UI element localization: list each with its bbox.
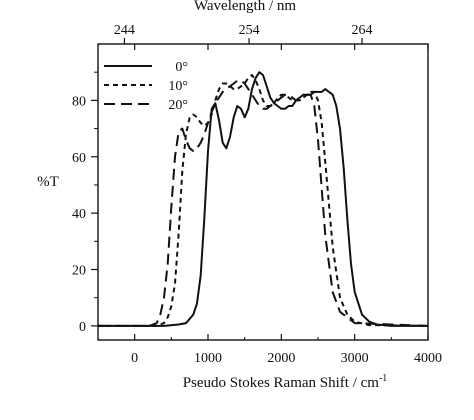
top-tick-label: 244 xyxy=(114,23,135,38)
series-line-3 xyxy=(98,79,429,327)
legend-label: 10° xyxy=(168,79,188,94)
y-tick-label: 40 xyxy=(72,207,86,222)
legend: 0° 10° 20° xyxy=(104,60,188,113)
top-tick-label: 264 xyxy=(352,23,373,38)
series-line-2 xyxy=(98,74,429,327)
y-tick-label: 80 xyxy=(72,94,86,109)
x-tick-label: 4000 xyxy=(414,351,442,366)
x-tick-label: 1000 xyxy=(194,351,222,366)
x-axis-title-superscript: -1 xyxy=(379,373,387,384)
x-tick-label: 3000 xyxy=(341,351,369,366)
x-axis-title: Pseudo Stokes Raman Shift / cm-1 xyxy=(183,373,388,391)
x-tick-label: 0 xyxy=(131,351,138,366)
plot-frame xyxy=(97,43,429,341)
x-axis-title-text: Pseudo Stokes Raman Shift / cm xyxy=(183,375,380,391)
top-axis-title: Wavelength / nm xyxy=(194,0,296,14)
y-tick-label: 0 xyxy=(79,320,86,335)
y-tick-label: 60 xyxy=(72,151,86,166)
top-tick-label: 254 xyxy=(239,23,260,38)
x-tick-label: 2000 xyxy=(267,351,295,366)
y-tick-label: 20 xyxy=(72,264,86,279)
series-line-1 xyxy=(98,71,428,327)
legend-label: 20° xyxy=(168,98,188,113)
y-axis-title: %T xyxy=(37,174,59,190)
legend-label: 0° xyxy=(175,60,188,75)
